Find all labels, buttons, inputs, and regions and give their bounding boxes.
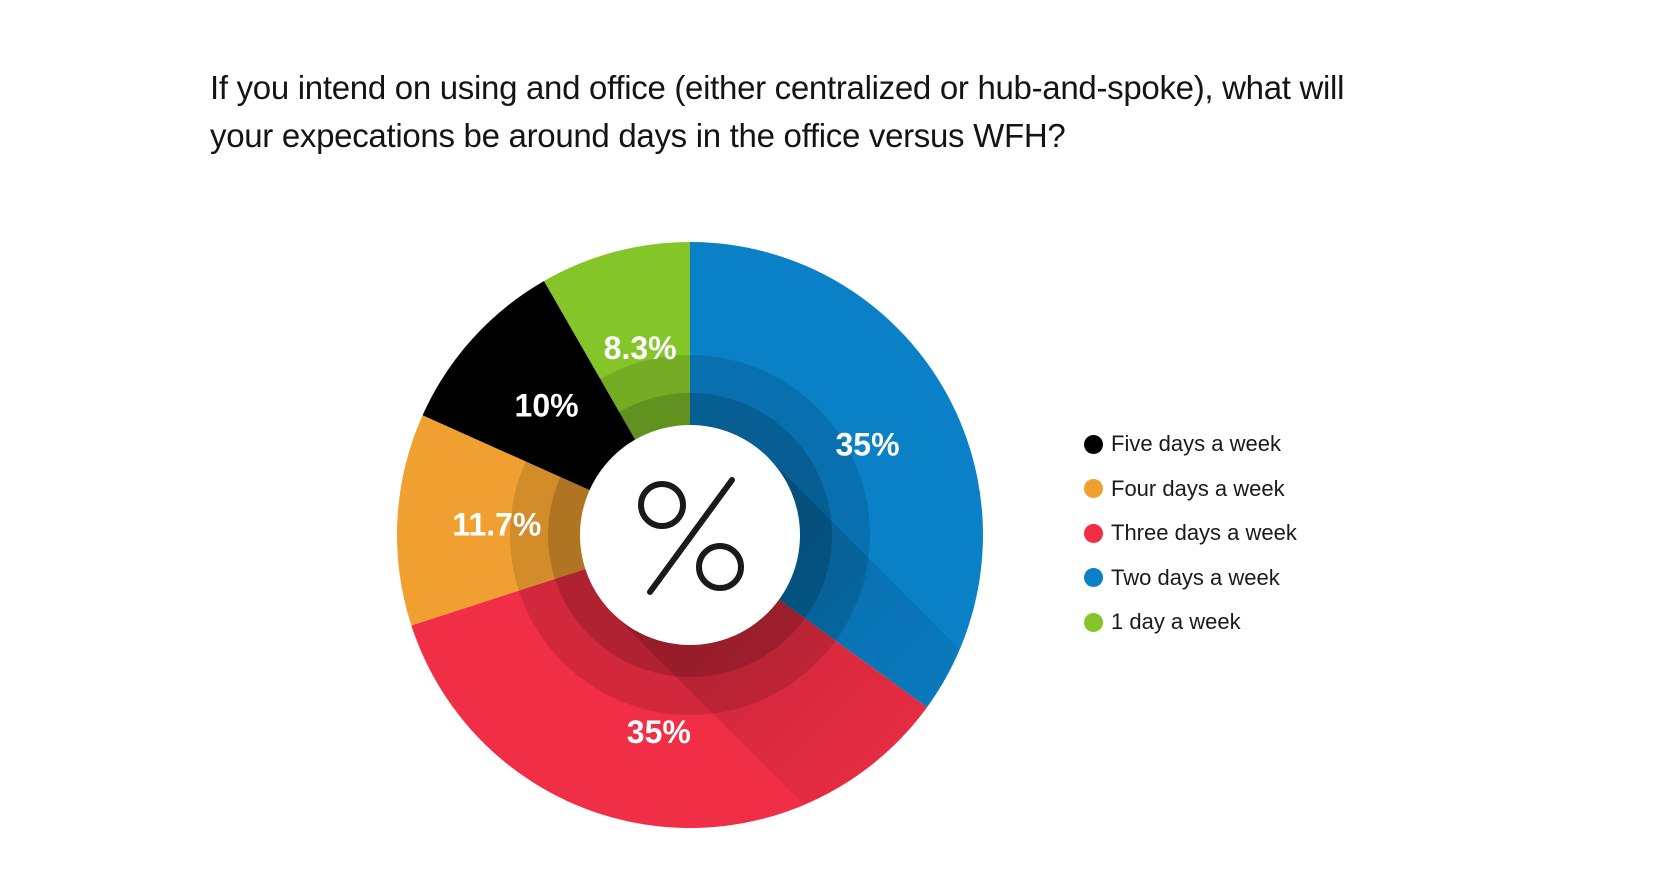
- slice-label-1-day-a-week: 8.3%: [604, 330, 677, 366]
- legend-item-two-days-a-week: Two days a week: [1084, 556, 1297, 601]
- slice-label-four-days-a-week: 11.7%: [452, 507, 541, 543]
- donut-chart: 35% 35% 11.7% 10% 8.3%: [397, 242, 983, 828]
- legend-swatch-two-days-a-week: [1084, 568, 1103, 588]
- percent-icon: [638, 477, 744, 595]
- chart-title: If you intend on using and office (eithe…: [210, 64, 1470, 160]
- chart-title-line-2: your expecations be around days in the o…: [210, 117, 1066, 154]
- legend-item-1-day-a-week: 1 day a week: [1084, 600, 1297, 645]
- slice-label-five-days-a-week: 10%: [515, 387, 579, 423]
- legend-swatch-1-day-a-week: [1084, 612, 1103, 632]
- percent-icon-top-circle: [638, 481, 686, 529]
- legend-swatch-four-days-a-week: [1084, 479, 1103, 499]
- legend-swatch-five-days-a-week: [1084, 434, 1103, 454]
- legend-label-five-days-a-week: Five days a week: [1111, 431, 1281, 457]
- slice-labels: 35% 35% 11.7% 10% 8.3%: [452, 330, 899, 750]
- legend-swatch-three-days-a-week: [1084, 523, 1103, 543]
- slice-two-days-a-week: [690, 242, 983, 708]
- legend-label-three-days-a-week: Three days a week: [1111, 520, 1297, 546]
- legend-label-two-days-a-week: Two days a week: [1111, 564, 1280, 590]
- legend-label-1-day-a-week: 1 day a week: [1111, 609, 1241, 635]
- legend-label-four-days-a-week: Four days a week: [1111, 475, 1285, 501]
- legend-item-four-days-a-week: Four days a week: [1084, 467, 1297, 512]
- slice-label-two-days-a-week: 35%: [836, 427, 900, 463]
- slice-four-days-a-week: [397, 415, 690, 626]
- percent-icon-bottom-circle: [696, 543, 744, 591]
- legend-item-five-days-a-week: Five days a week: [1084, 422, 1297, 467]
- chart-title-line-1: If you intend on using and office (eithe…: [210, 69, 1345, 106]
- slice-label-three-days-a-week: 35%: [627, 714, 691, 750]
- legend: Five days a week Four days a week Three da…: [1084, 422, 1297, 645]
- legend-item-three-days-a-week: Three days a week: [1084, 511, 1297, 556]
- percent-icon-slash: [647, 477, 735, 595]
